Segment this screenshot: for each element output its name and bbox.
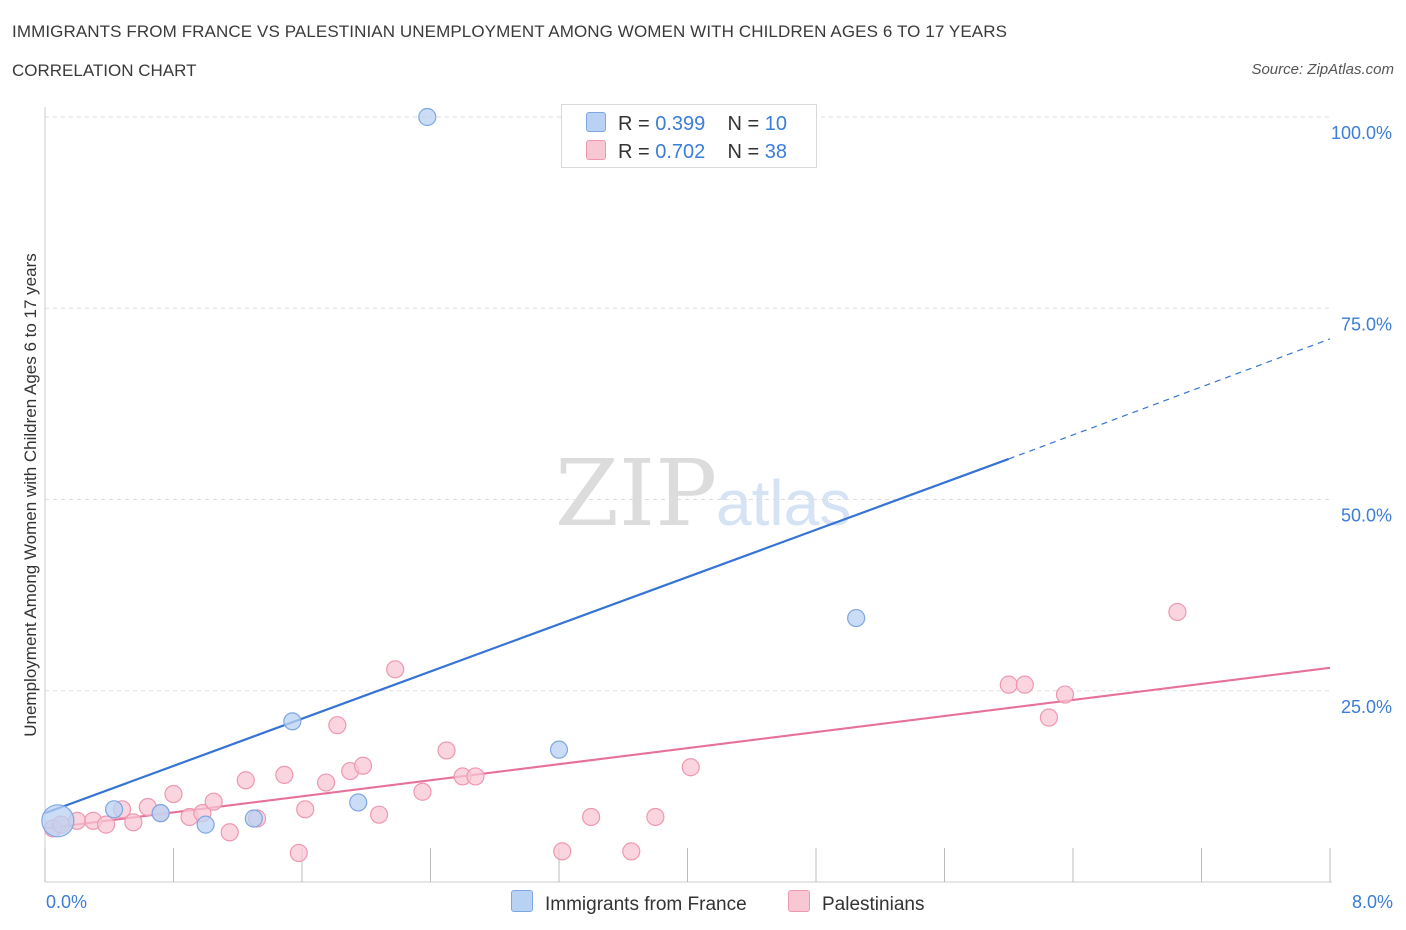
gridlines bbox=[45, 116, 1332, 692]
france-point bbox=[283, 712, 302, 731]
palestinians-point bbox=[386, 660, 405, 679]
y-tick-label: 100.0% bbox=[1331, 123, 1392, 143]
stats-legend-row-palestinians: R = 0.702 N = 38 bbox=[586, 140, 787, 164]
palestinians-point bbox=[681, 758, 700, 777]
france-point bbox=[244, 809, 263, 828]
france-point bbox=[418, 107, 437, 127]
palestinians-point bbox=[1055, 685, 1075, 704]
palestinians-trend-line bbox=[44, 666, 1331, 830]
chart-title: IMMIGRANTS FROM FRANCE VS PALESTINIAN UN… bbox=[12, 22, 1008, 41]
france-trend-line bbox=[44, 457, 1010, 815]
france-point bbox=[104, 800, 124, 819]
palestinians-point bbox=[316, 773, 336, 792]
legend-palestinians-swatch bbox=[788, 890, 810, 912]
y-tick-label: 75.0% bbox=[1341, 314, 1392, 334]
palestinians-point bbox=[289, 843, 308, 863]
palestinians-point bbox=[622, 842, 641, 861]
watermark-atlas: atlas bbox=[716, 467, 851, 539]
source-credit: Source: ZipAtlas.com bbox=[1251, 61, 1394, 78]
data-points bbox=[41, 107, 1187, 863]
axes bbox=[44, 107, 1332, 883]
palestinians-point bbox=[1015, 675, 1034, 694]
palestinians-point bbox=[1168, 602, 1187, 622]
palestinians-point bbox=[646, 807, 665, 827]
x-tick-label-min: 0.0% bbox=[46, 892, 87, 912]
legend-item-france[interactable]: Immigrants from France bbox=[511, 890, 747, 916]
chart-subtitle: CORRELATION CHART bbox=[12, 61, 197, 80]
palestinians-point bbox=[275, 765, 294, 785]
palestinians-point bbox=[553, 842, 572, 861]
stats-legend: R = 0.399 N = 10 R = 0.702 N = 38 bbox=[561, 104, 817, 168]
watermark-zip: ZIP bbox=[555, 440, 717, 547]
legend-palestinians-label: Palestinians bbox=[822, 894, 925, 915]
trend-lines bbox=[44, 338, 1331, 830]
france-point bbox=[196, 815, 215, 834]
palestinians-point bbox=[236, 771, 255, 790]
y-axis-label: Unemployment Among Women with Children A… bbox=[21, 253, 40, 737]
palestinians-point bbox=[999, 675, 1018, 694]
legend-france-label: Immigrants from France bbox=[545, 894, 747, 915]
palestinians-point bbox=[582, 807, 601, 827]
palestinians-point bbox=[466, 767, 485, 786]
x-tick-label-max: 8.0% bbox=[1352, 892, 1393, 912]
palestinians-point bbox=[96, 815, 116, 834]
y-tick-label: 25.0% bbox=[1341, 697, 1392, 717]
tick-labels: 25.0% 50.0% 75.0% 100.0% 0.0% 8.0% bbox=[46, 123, 1393, 912]
france-n-value: 10 bbox=[764, 113, 788, 135]
stats-legend-row-france: R = 0.399 N = 10 bbox=[586, 112, 787, 136]
palestinians-point bbox=[328, 716, 347, 735]
y-tick-label: 50.0% bbox=[1341, 506, 1392, 526]
palestinians-r-value: 0.702 bbox=[655, 141, 706, 163]
france-swatch bbox=[586, 112, 606, 132]
watermark: ZIP atlas bbox=[555, 440, 851, 547]
france-point bbox=[349, 793, 368, 812]
palestinians-point bbox=[220, 823, 239, 842]
palestinians-swatch bbox=[586, 140, 606, 160]
france-point bbox=[847, 608, 866, 628]
palestinians-point bbox=[124, 813, 143, 832]
legend-item-palestinians[interactable]: Palestinians bbox=[788, 890, 924, 916]
france-r-value: 0.399 bbox=[655, 113, 706, 135]
legend-france-swatch bbox=[511, 890, 533, 912]
palestinians-point bbox=[413, 782, 432, 801]
palestinians-point bbox=[164, 784, 183, 804]
palestinians-point bbox=[296, 800, 315, 819]
france-point bbox=[41, 804, 75, 838]
palestinians-point bbox=[370, 805, 389, 824]
france-point bbox=[549, 740, 569, 759]
palestinians-point bbox=[204, 792, 223, 811]
palestinians-point bbox=[437, 741, 456, 760]
france-point bbox=[151, 804, 170, 823]
palestinians-point bbox=[353, 756, 373, 775]
france-trend-line-extension bbox=[1008, 338, 1331, 460]
palestinians-n-value: 38 bbox=[764, 141, 788, 163]
palestinians-point bbox=[1039, 708, 1059, 727]
